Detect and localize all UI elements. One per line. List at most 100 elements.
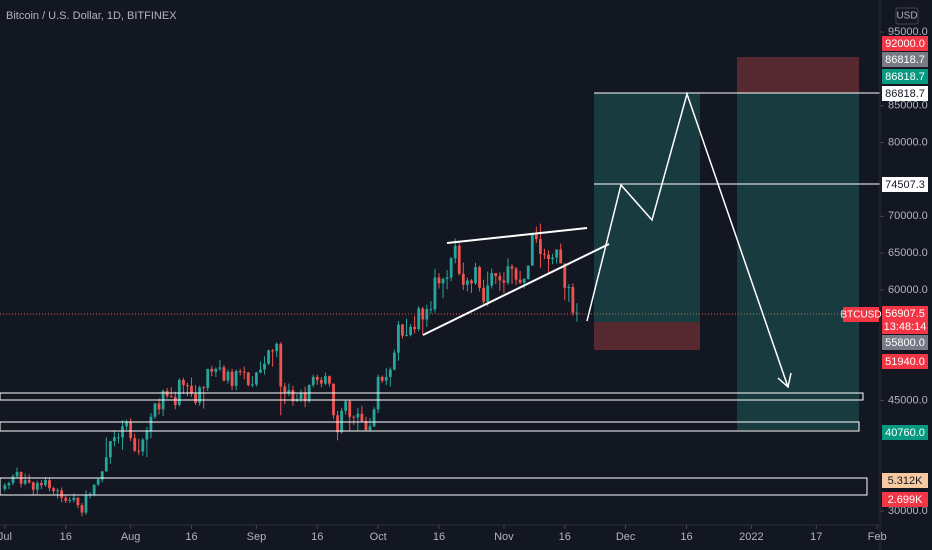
tag-bg <box>882 36 928 51</box>
candle-body <box>210 368 214 372</box>
y-tick-label: 95000.0 <box>888 26 928 38</box>
candle-body <box>567 287 571 289</box>
axes: 95000.0 85000.0 80000.0 70000.0 65000.0 60000… <box>0 26 928 543</box>
candle-body <box>401 324 404 336</box>
candle-body <box>388 369 392 377</box>
candle-body <box>275 343 279 352</box>
candle-body <box>319 379 323 384</box>
candle-body <box>526 265 530 279</box>
candle-body <box>575 312 579 314</box>
candle-body <box>539 239 542 254</box>
candle-body <box>522 278 526 283</box>
candle-body <box>23 480 27 484</box>
x-tick-label: Oct <box>370 531 387 543</box>
candle-body <box>417 308 421 330</box>
candle-body <box>141 439 145 452</box>
candle-body <box>494 273 498 276</box>
candle-body <box>15 472 19 477</box>
candle-body <box>490 273 494 286</box>
x-tick-label: Nov <box>494 531 514 543</box>
candle-body <box>250 384 254 386</box>
candle-body <box>3 485 7 489</box>
candle-body <box>559 249 563 264</box>
candle-body <box>137 450 141 452</box>
candle-body <box>441 278 445 284</box>
tag-bg <box>882 492 928 507</box>
plot <box>3 223 579 517</box>
candle-body <box>315 376 319 380</box>
candle-body <box>173 396 177 405</box>
candle-body <box>181 379 185 386</box>
candle-body <box>108 441 112 458</box>
candle-body <box>96 479 100 485</box>
symbol-bg <box>843 307 879 322</box>
zone-box <box>0 421 860 432</box>
candle-body <box>149 416 153 431</box>
price-tag: 2.699K <box>888 494 924 506</box>
candle-body <box>76 497 80 506</box>
candle-body <box>534 234 538 240</box>
price-tag: 86818.7 <box>885 54 925 66</box>
candle-body <box>222 367 226 381</box>
candle-body <box>206 368 210 389</box>
candle-body <box>145 430 149 440</box>
tag-bg <box>882 473 928 488</box>
candle-body <box>48 480 51 489</box>
candle-body <box>177 379 181 405</box>
candle-body <box>7 483 11 486</box>
candle-body <box>380 376 384 381</box>
candle-body <box>72 497 76 501</box>
candle-body <box>84 495 88 513</box>
long-stop-zone <box>594 322 700 350</box>
candle-body <box>457 245 461 274</box>
candle-body <box>153 403 157 417</box>
candle-body <box>27 480 31 483</box>
candle-body <box>352 416 356 418</box>
x-tick-label: 2022 <box>739 531 763 543</box>
candle-body <box>530 234 534 266</box>
candle-body <box>571 287 575 313</box>
candle-body <box>226 371 230 381</box>
candle-body <box>498 275 502 281</box>
x-tick-label: 16 <box>433 531 445 543</box>
candle-body <box>44 480 47 486</box>
candle-body <box>478 267 481 288</box>
candle-body <box>433 277 437 310</box>
x-tick-label: 16 <box>185 531 197 543</box>
x-tick-label: 16 <box>559 531 571 543</box>
candle-body <box>255 372 258 385</box>
candle-body <box>60 490 64 498</box>
candle-body <box>52 488 55 492</box>
price-tag: 74507.3 <box>885 179 925 191</box>
candle-body <box>259 369 262 373</box>
candle-body <box>563 263 567 288</box>
candle-body <box>121 426 124 438</box>
candle-body <box>445 277 449 279</box>
candle-body <box>336 415 339 433</box>
tag-bg <box>882 86 928 101</box>
candle-body <box>384 376 388 381</box>
short-target-zone <box>737 93 859 430</box>
x-tick-label: Dec <box>616 531 636 543</box>
candle-body <box>279 343 283 387</box>
candle-body <box>405 334 408 336</box>
price-tag: 40760.0 <box>885 427 925 439</box>
candle-body <box>100 471 104 480</box>
candle-body <box>291 390 295 402</box>
x-tick-label: Jul <box>0 531 12 543</box>
candle-body <box>409 326 412 335</box>
candle-body <box>397 324 400 353</box>
y-tick-label: 80000.0 <box>888 137 928 149</box>
candle-body <box>482 287 486 302</box>
tag-bg <box>882 354 928 369</box>
x-tick-label: 16 <box>60 531 72 543</box>
currency[interactable]: USD <box>896 11 917 22</box>
symbol-label: BTCUSD <box>840 310 881 321</box>
candle-body <box>364 421 368 431</box>
candle-body <box>348 401 352 417</box>
currency-box[interactable] <box>895 7 919 25</box>
candle-body <box>117 437 120 439</box>
y-tick-label: 60000.0 <box>888 284 928 296</box>
candle-body <box>392 352 396 370</box>
